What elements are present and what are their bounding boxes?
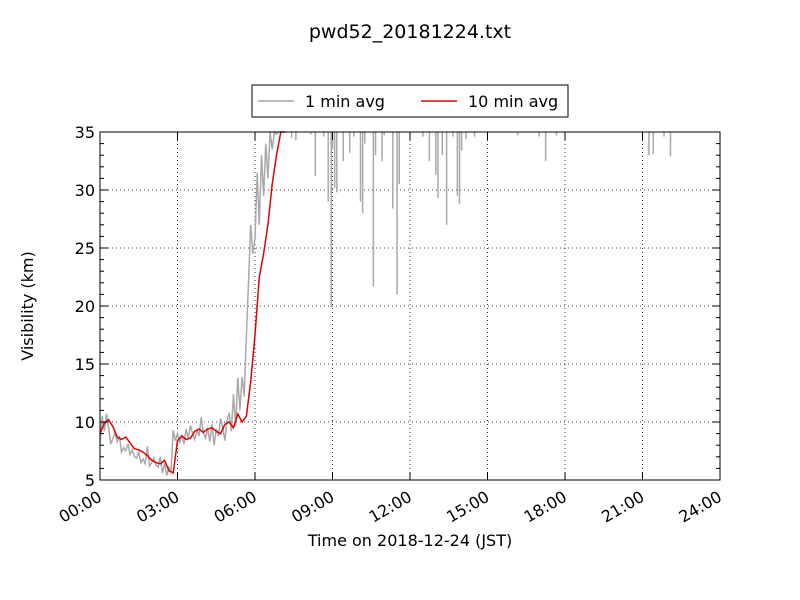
y-tick-label: 30 [75,181,95,200]
legend-label-1min: 1 min avg [305,92,385,111]
line-1min-avg [99,130,283,476]
y-tick-label: 25 [75,239,95,258]
axis-ticks [99,131,721,481]
series-1min-avg [99,130,672,476]
y-tick-label: 20 [75,297,95,316]
legend: 1 min avg 10 min avg [251,84,569,118]
y-tick-label: 5 [85,471,95,490]
legend-box [251,84,569,118]
chart-title: pwd52_20181224.txt [309,21,511,43]
y-tick-labels: 5 10 15 20 25 30 35 [75,123,95,490]
y-tick-label: 10 [75,413,95,432]
x-axis-title: Time on 2018-12-24 (JST) [307,531,512,550]
line-10min-avg [99,131,286,475]
y-tick-label: 15 [75,355,95,374]
y-tick-label: 35 [75,123,95,142]
series-10min-avg [99,131,286,475]
y-axis-title: Visibility (km) [18,251,37,360]
legend-label-10min: 10 min avg [468,92,558,111]
grid-lines [100,132,720,480]
